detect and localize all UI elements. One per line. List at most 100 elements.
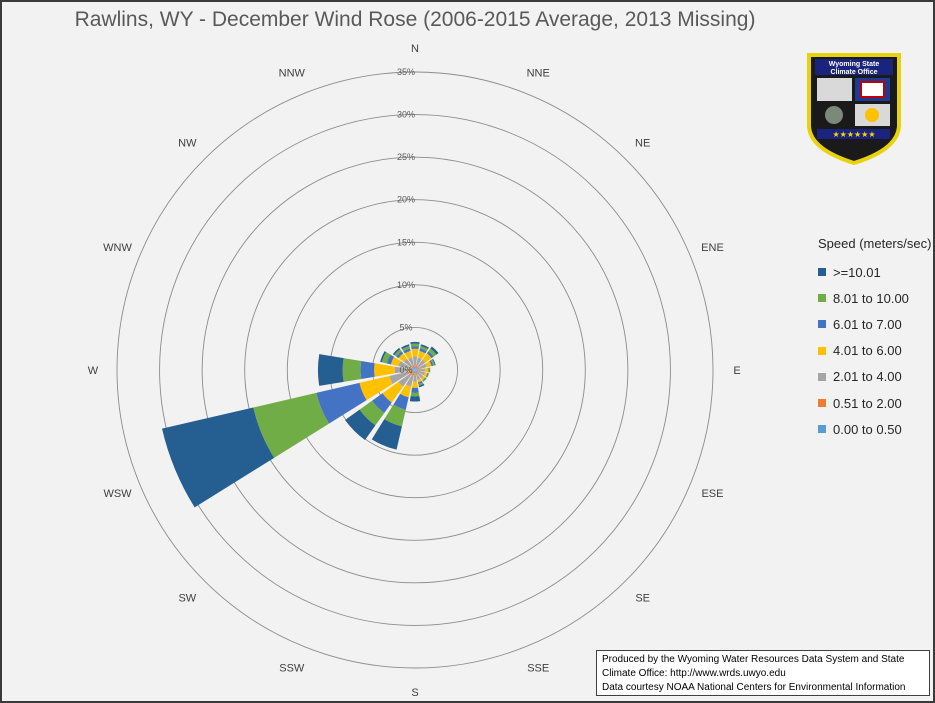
grid-ring: [159, 114, 671, 626]
rose-bar-sse: [417, 380, 423, 385]
rose-bar-s: [413, 375, 417, 382]
rose-bar-e: [418, 369, 421, 371]
legend-item: 2.01 to 4.00: [818, 364, 933, 390]
rose-bar-s: [414, 370, 416, 374]
rose-bar-nw: [403, 358, 413, 368]
rose-bar-ese: [419, 371, 425, 376]
legend-swatch: [818, 346, 826, 355]
credits-box: Produced by the Wyoming Water Resources …: [596, 650, 930, 696]
rose-bar-w: [360, 361, 375, 379]
direction-label-wnw: WNW: [103, 242, 132, 254]
rose-bar-n: [412, 356, 418, 365]
direction-label-ese: ESE: [701, 488, 723, 500]
rose-bar-nw: [396, 351, 404, 359]
rose-bar-nne: [420, 344, 429, 350]
rose-bar-ese: [423, 372, 428, 377]
rose-bar-n: [410, 343, 420, 347]
legend-label: 2.01 to 4.00: [833, 369, 902, 385]
credit-line-1: Produced by the Wyoming Water Resources …: [602, 654, 905, 665]
rose-bar-nne: [416, 357, 422, 366]
rose-bar-e: [420, 368, 426, 372]
direction-label-e: E: [733, 365, 740, 377]
rose-bar-n: [410, 341, 420, 344]
direction-label-n: N: [411, 43, 419, 55]
direction-label-ene: ENE: [701, 242, 724, 254]
legend-item: 8.01 to 10.00: [818, 285, 933, 311]
rose-bar-sse: [415, 370, 417, 374]
rose-bar-sse: [417, 378, 422, 383]
rose-bar-ese: [426, 373, 430, 378]
legend-swatch: [818, 294, 826, 303]
direction-label-ssw: SSW: [279, 662, 305, 674]
legend-item: 4.01 to 6.00: [818, 338, 933, 364]
rose-bar-s: [412, 381, 418, 388]
direction-label-nnw: NNW: [279, 68, 306, 80]
rose-bar-n: [411, 346, 419, 350]
rose-bar-ssw: [371, 419, 402, 450]
legend-label: 0.51 to 2.00: [833, 395, 902, 411]
direction-label-wsw: WSW: [103, 488, 132, 500]
rose-bar-ne: [415, 367, 418, 370]
credit-line-2: Climate Office: http://www.wrds.uwyo.edu: [602, 668, 786, 679]
rose-bar-sse: [418, 382, 424, 386]
rose-bar-wsw: [359, 375, 393, 401]
rose-bar-sse: [418, 383, 425, 388]
legend-label: 6.01 to 7.00: [833, 316, 902, 332]
radial-tick-label: 30%: [397, 110, 415, 120]
rose-bar-ene: [419, 363, 427, 369]
rose-bar-n: [414, 366, 416, 370]
rose-bar-se: [422, 377, 427, 382]
radial-tick-label: 35%: [397, 67, 415, 77]
rose-bar-sse: [415, 372, 418, 375]
rose-bar-sw: [372, 393, 392, 413]
rose-bar-se: [417, 372, 424, 379]
rose-bar-s: [409, 396, 421, 402]
direction-label-sw: SW: [178, 593, 196, 605]
rose-bar-se: [420, 375, 426, 381]
rose-bar-s: [410, 392, 420, 397]
rose-bar-w: [408, 368, 412, 372]
radial-tick-label: 0%: [399, 365, 412, 375]
direction-label-nne: NNE: [527, 68, 550, 80]
direction-label-se: SE: [635, 593, 650, 605]
logo-text-2: Climate Office: [830, 69, 877, 76]
legend-swatch: [818, 372, 826, 381]
rose-bar-nne: [419, 348, 427, 354]
rose-bar-nne: [415, 365, 418, 368]
rose-bar-ene: [429, 360, 434, 367]
legend-label: 4.01 to 6.00: [833, 343, 902, 359]
rose-bar-ese: [415, 370, 419, 372]
polar-grid: [116, 71, 714, 669]
direction-label-nw: NW: [178, 137, 197, 149]
rose-bar-ssw: [413, 370, 415, 374]
rose-bar-nnw: [404, 350, 413, 360]
direction-label-ne: NE: [635, 137, 650, 149]
legend-label: >=10.01: [833, 264, 881, 280]
rose-bar-n: [414, 364, 416, 367]
polar-labels: 0% 5% 10% 15% 20% 25% 30% 35% N NNE NE ENE E ESE SE SSE…: [88, 43, 741, 699]
rose-bar-ne: [422, 353, 432, 363]
rose-bar-w: [317, 354, 344, 386]
rose-bar-ssw: [400, 384, 412, 398]
rose-bar-wsw: [253, 392, 330, 458]
rose-bar-wnw: [398, 360, 410, 369]
rose-bar-sw: [382, 381, 404, 403]
radial-tick-label: 10%: [397, 280, 415, 290]
legend: Speed (meters/sec) >=10.01 8.01 to 10.00 6…: [818, 234, 933, 442]
rose-bar-sw: [359, 400, 385, 426]
rose-bar-sw: [409, 371, 414, 376]
rose-bar-nnw: [413, 366, 415, 370]
rose-bar-ne: [430, 346, 439, 355]
rose-bar-se: [415, 370, 418, 373]
rose-bar-wsw: [316, 382, 367, 424]
rose-bar-sw: [398, 373, 412, 387]
rose-bar-nnw: [401, 345, 411, 352]
grid-ring: [286, 241, 544, 499]
rose-bar-w: [394, 366, 409, 374]
rose-bar-e: [429, 367, 431, 373]
legend-items: >=10.01 8.01 to 10.00 6.01 to 7.00 4.01 to …: [818, 259, 933, 442]
rose-bar-ne: [417, 359, 426, 368]
legend-item: 0.51 to 2.00: [818, 390, 933, 416]
legend-swatch: [818, 425, 826, 434]
radial-tick-label: 20%: [397, 195, 415, 205]
